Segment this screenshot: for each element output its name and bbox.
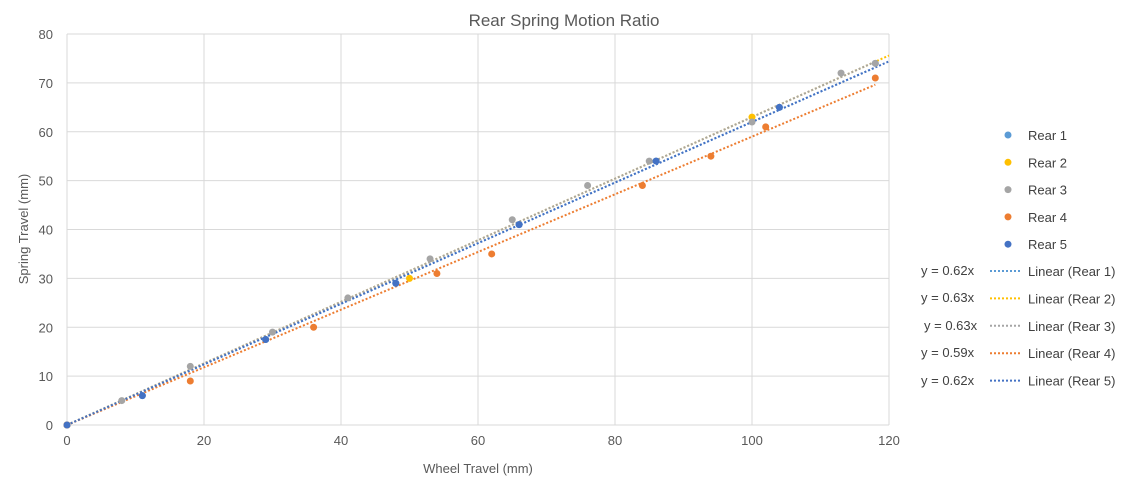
x-axis-label: Wheel Travel (mm) bbox=[423, 461, 533, 476]
chart-title: Rear Spring Motion Ratio bbox=[469, 11, 660, 30]
legend-trend-label-5: Linear (Rear 5) bbox=[1028, 374, 1115, 389]
legend-label-rear-4: Rear 4 bbox=[1028, 210, 1067, 225]
trendline-equation-4: y = 0.59x bbox=[921, 345, 975, 361]
x-tick-label: 60 bbox=[471, 433, 485, 448]
x-tick-label: 100 bbox=[741, 433, 763, 448]
legend: Rear 1 Rear 2 Rear 3 Rear 4 Rear 5 Linear (Re… bbox=[990, 128, 1115, 389]
legend-marker-rear-3 bbox=[1004, 186, 1012, 194]
x-tick-label: 20 bbox=[197, 433, 211, 448]
data-point-rear-3 bbox=[584, 182, 592, 190]
y-axis-label: Spring Travel (mm) bbox=[16, 174, 31, 285]
tick-labels: 0 20 40 60 80 100 120 0 10 20 30 40 50 60 70 80 bbox=[39, 27, 900, 448]
data-point-rear-3 bbox=[344, 294, 352, 302]
legend-label-rear-2: Rear 2 bbox=[1028, 155, 1067, 170]
data-point-rear-3 bbox=[186, 362, 194, 370]
trendline-equation-2: y = 0.63x bbox=[921, 290, 975, 306]
x-tick-label: 40 bbox=[334, 433, 348, 448]
y-tick-label: 0 bbox=[46, 418, 53, 433]
data-point-rear-4 bbox=[310, 323, 318, 331]
data-point-rear-3 bbox=[426, 255, 434, 263]
data-point-rear-3 bbox=[118, 397, 126, 405]
data-point-rear-2 bbox=[748, 113, 756, 121]
legend-trend-label-2: Linear (Rear 2) bbox=[1028, 291, 1115, 306]
legend-marker-rear-1 bbox=[1004, 131, 1012, 139]
data-points bbox=[63, 59, 879, 429]
data-point-rear-4 bbox=[186, 377, 194, 385]
y-tick-label: 10 bbox=[39, 369, 53, 384]
data-point-rear-5 bbox=[138, 392, 146, 400]
data-point-rear-5 bbox=[775, 103, 783, 111]
legend-marker-rear-5 bbox=[1004, 240, 1012, 248]
legend-label-rear-5: Rear 5 bbox=[1028, 237, 1067, 252]
trendline-equation-3: y = 0.63x bbox=[924, 317, 978, 333]
data-point-rear-2 bbox=[406, 274, 413, 282]
y-tick-label: 80 bbox=[39, 27, 53, 42]
data-point-rear-4 bbox=[638, 182, 646, 190]
trendline-rear-4 bbox=[66, 83, 876, 426]
y-tick-label: 50 bbox=[39, 174, 53, 189]
legend-label-rear-3: Rear 3 bbox=[1028, 183, 1067, 198]
data-point-rear-4 bbox=[488, 250, 496, 258]
data-point-rear-5 bbox=[262, 335, 270, 343]
data-point-rear-5 bbox=[652, 157, 660, 165]
legend-label-rear-1: Rear 1 bbox=[1028, 128, 1067, 143]
y-tick-label: 70 bbox=[39, 76, 53, 91]
x-tick-label: 120 bbox=[878, 433, 900, 448]
legend-marker-rear-2 bbox=[1004, 158, 1012, 166]
data-point-rear-3 bbox=[269, 328, 276, 336]
data-point-rear-3 bbox=[837, 69, 845, 77]
data-point-rear-4 bbox=[433, 269, 441, 277]
x-tick-label: 80 bbox=[608, 433, 622, 448]
data-point-rear-4 bbox=[707, 152, 715, 160]
legend-trend-label-1: Linear (Rear 1) bbox=[1028, 264, 1115, 279]
y-tick-label: 20 bbox=[39, 320, 53, 335]
trendline-equation-5: y = 0.62x bbox=[921, 372, 975, 388]
legend-marker-rear-4 bbox=[1004, 213, 1012, 221]
data-point-rear-3 bbox=[748, 118, 756, 126]
data-point-rear-3 bbox=[871, 59, 879, 67]
y-tick-label: 60 bbox=[39, 125, 53, 140]
y-tick-label: 30 bbox=[39, 271, 53, 286]
data-point-rear-3 bbox=[645, 157, 653, 165]
data-point-rear-5 bbox=[63, 421, 71, 429]
data-point-rear-5 bbox=[392, 279, 400, 287]
y-tick-label: 40 bbox=[39, 223, 53, 238]
data-point-rear-4 bbox=[871, 74, 879, 82]
data-point-rear-3 bbox=[508, 216, 516, 224]
legend-trend-label-4: Linear (Rear 4) bbox=[1028, 346, 1115, 361]
x-tick-label: 0 bbox=[63, 433, 70, 448]
grid bbox=[66, 33, 890, 426]
legend-trend-label-3: Linear (Rear 3) bbox=[1028, 319, 1115, 334]
data-point-rear-4 bbox=[762, 123, 770, 131]
data-point-rear-5 bbox=[515, 221, 523, 229]
trendline-equation-1: y = 0.62x bbox=[921, 263, 975, 278]
